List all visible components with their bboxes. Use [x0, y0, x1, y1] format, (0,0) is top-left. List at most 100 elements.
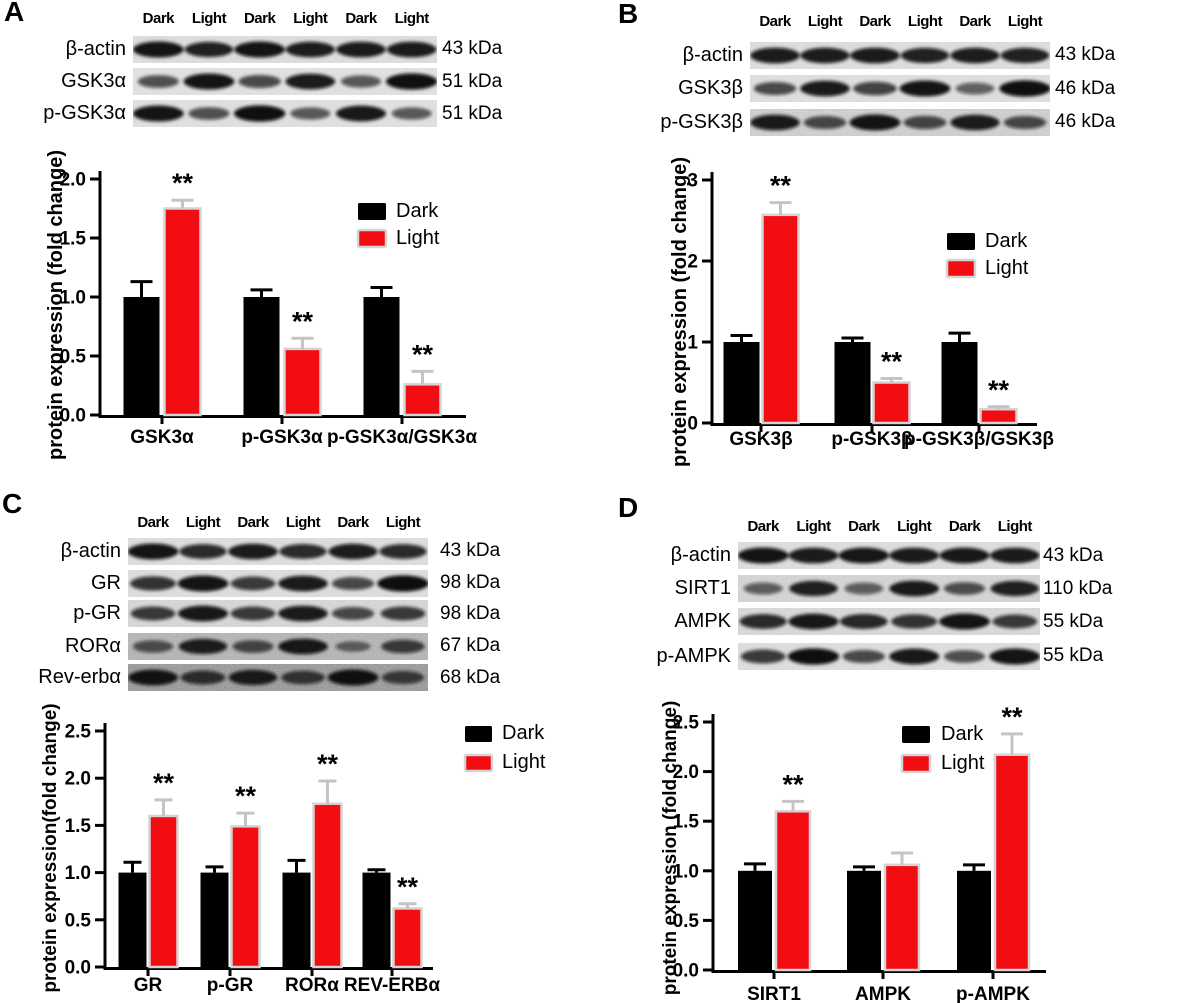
panel-d: D 0.0 0.5 1.0 1.5 2.0 2.5 protein expression (… — [600, 480, 1200, 1003]
blot-grain — [750, 41, 1050, 69]
x-category-label: GSK3β — [729, 429, 792, 450]
blot-band-strip — [738, 542, 1040, 569]
blot-row-label: GSK3α — [61, 70, 126, 92]
bar-dark — [723, 342, 760, 423]
bar-light — [392, 907, 423, 969]
legend-label-dark: Dark — [502, 722, 545, 744]
blot-row-label: p-GR — [73, 602, 121, 624]
blot-band-strip — [128, 600, 428, 627]
y-tick-label: 2.5 — [673, 713, 700, 734]
blot-row-label: p-AMPK — [656, 645, 731, 667]
significance-marker: ** — [412, 339, 434, 369]
blot-band-strip — [133, 35, 437, 63]
x-category-label: p-GSK3β/GSK3β — [904, 429, 1054, 450]
x-category-label: p-GSK3α — [241, 427, 323, 448]
y-tick-label: 0.0 — [673, 961, 699, 982]
y-tick-label: 1.0 — [60, 288, 86, 309]
panel-letter-d: D — [618, 492, 639, 523]
molecular-weight-label: 43 kDa — [1055, 44, 1116, 65]
x-category-label: GSK3α — [130, 427, 194, 448]
bar-light — [163, 207, 202, 417]
legend-swatch-light — [900, 753, 932, 774]
significance-marker: ** — [1001, 702, 1023, 732]
bar-dark — [363, 297, 400, 415]
bar-light — [230, 825, 261, 969]
lane-label: Dark — [345, 10, 377, 27]
molecular-weight-label: 46 kDa — [1055, 111, 1116, 132]
lane-label: Dark — [959, 13, 991, 30]
significance-marker: ** — [988, 375, 1010, 405]
legend-label-dark: Dark — [985, 230, 1028, 252]
legend-swatch-dark — [902, 726, 930, 743]
lane-label: Dark — [237, 514, 269, 531]
blot-grain — [738, 642, 1040, 670]
bar-light — [312, 802, 343, 969]
legend-label-light: Light — [941, 752, 985, 774]
significance-marker: ** — [397, 872, 419, 902]
legend-swatch-light — [463, 753, 494, 773]
legend-label-dark: Dark — [941, 723, 984, 745]
blot-row-label: β-actin — [682, 44, 743, 66]
bar-dark — [738, 870, 772, 970]
legend-label-light: Light — [985, 257, 1029, 279]
x-category-label: p-AMPK — [956, 984, 1030, 1003]
y-tick-label: 1.5 — [60, 229, 87, 250]
molecular-weight-label: 67 kDa — [440, 635, 501, 656]
molecular-weight-label: 110 kDa — [1043, 578, 1113, 599]
blot-grain — [738, 575, 1040, 602]
y-axis-label: protein expression (fold change) — [669, 157, 691, 467]
molecular-weight-label: 43 kDa — [440, 540, 501, 561]
blot-row-label: AMPK — [674, 610, 731, 632]
blot-grain — [738, 608, 1040, 635]
blot-grain — [128, 569, 428, 597]
lane-label: Dark — [337, 514, 369, 531]
bar-light — [872, 381, 911, 425]
bar-dark — [957, 870, 991, 970]
molecular-weight-label: 55 kDa — [1043, 611, 1104, 632]
bar-light — [883, 863, 921, 972]
bar-light — [979, 407, 1018, 425]
molecular-weight-label: 51 kDa — [442, 71, 503, 92]
legend-swatch-dark — [465, 726, 492, 742]
lane-label: Dark — [243, 10, 276, 27]
x-category-label: REV-ERBα — [344, 975, 440, 996]
blot-row-label: β-actin — [670, 544, 731, 566]
blot-grain — [133, 68, 437, 95]
blot-band-strip — [128, 632, 428, 660]
blot-band-strip — [128, 569, 428, 597]
blot-row-label: p-GSK3β — [660, 111, 743, 133]
blot-band-strip — [750, 108, 1050, 136]
panel-a: A 0.0 0.5 1.0 1.5 2.0 protein expression (fol… — [0, 0, 600, 480]
significance-marker: ** — [235, 781, 257, 811]
legend-swatch-light — [356, 228, 388, 249]
bar-dark — [243, 297, 280, 415]
molecular-weight-label: 55 kDa — [1043, 645, 1104, 666]
blot-row-label: β-actin — [65, 38, 126, 60]
lane-label: Light — [293, 10, 328, 27]
molecular-weight-label: 43 kDa — [442, 38, 503, 59]
y-tick-label: 2.5 — [65, 722, 92, 743]
lane-label: Dark — [137, 514, 169, 531]
lane-label: Light — [185, 514, 221, 531]
legend-label-dark: Dark — [396, 200, 439, 222]
blot-grain — [128, 600, 428, 627]
significance-marker: ** — [153, 768, 175, 798]
legend-swatch-dark — [947, 233, 975, 250]
bar-dark — [123, 297, 160, 415]
blot-band-strip — [133, 68, 437, 95]
y-tick-label: 0.5 — [673, 911, 700, 932]
blot-grain — [128, 537, 428, 565]
blot-band-strip — [133, 100, 437, 127]
blot-grain — [750, 75, 1050, 102]
significance-marker: ** — [770, 171, 792, 201]
lane-label: Light — [385, 514, 421, 531]
bar-light — [993, 753, 1031, 972]
legend-label-light: Light — [396, 227, 440, 249]
y-axis-label: protein expression(fold change) — [40, 703, 61, 992]
y-tick-label: 1.5 — [673, 812, 700, 833]
y-tick-label: 2 — [687, 252, 698, 273]
lane-label: Dark — [759, 13, 791, 30]
y-tick-label: 0.5 — [65, 910, 92, 931]
panel-letter-a: A — [4, 0, 25, 27]
